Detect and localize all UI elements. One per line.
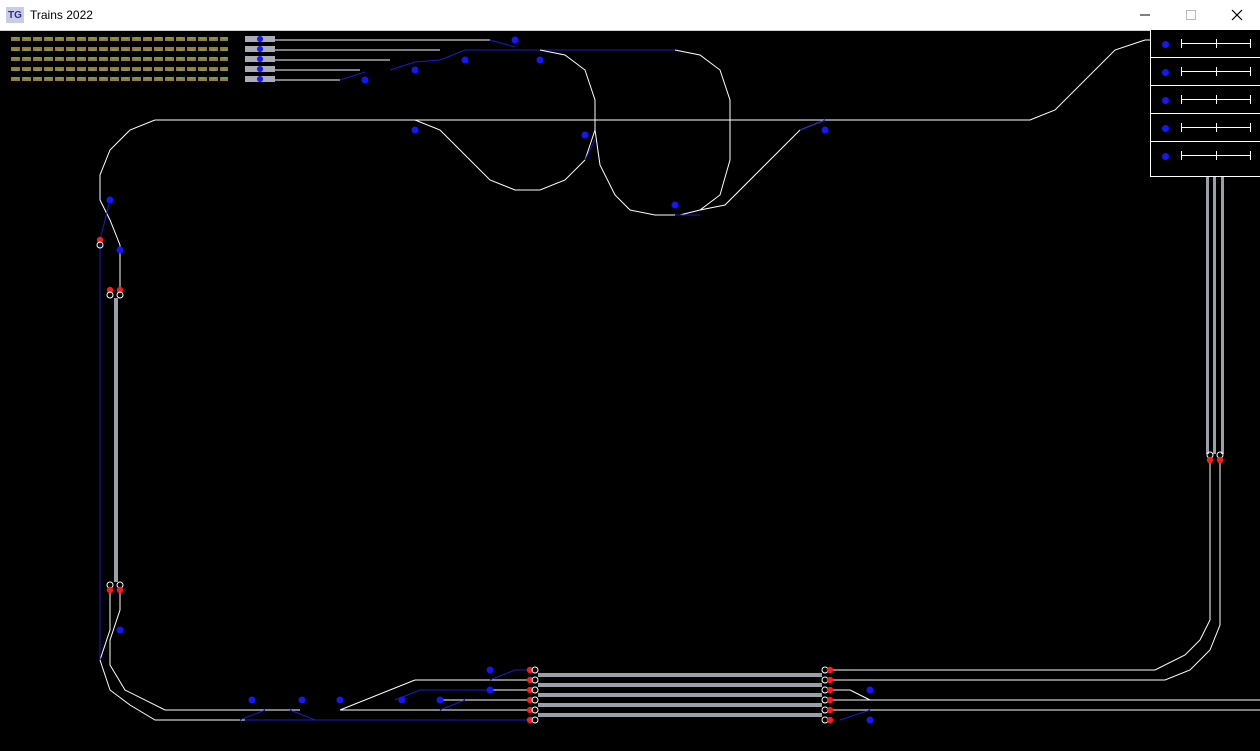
yard-tracks bbox=[275, 39, 490, 81]
switch-links bbox=[99, 119, 871, 721]
speed-control-row[interactable] bbox=[1151, 114, 1260, 142]
speed-slider-thumb[interactable] bbox=[1215, 123, 1217, 132]
window-title: Trains 2022 bbox=[30, 8, 93, 22]
maximize-icon bbox=[1186, 10, 1196, 20]
train[interactable] bbox=[10, 66, 275, 72]
track-layout-canvas[interactable] bbox=[0, 30, 1260, 751]
status-dot-icon bbox=[1162, 69, 1169, 76]
speed-control-row[interactable] bbox=[1151, 86, 1260, 114]
speed-slider-thumb[interactable] bbox=[1215, 95, 1217, 104]
app-icon: TG bbox=[6, 7, 24, 23]
close-icon bbox=[1231, 9, 1243, 21]
train[interactable] bbox=[10, 76, 275, 82]
train[interactable] bbox=[10, 46, 275, 52]
yard-switch-links bbox=[339, 39, 675, 81]
speed-control-row[interactable] bbox=[1151, 58, 1260, 86]
speed-control-row[interactable] bbox=[1151, 142, 1260, 170]
minimize-icon bbox=[1140, 14, 1150, 16]
signals[interactable] bbox=[96, 236, 1224, 724]
train[interactable] bbox=[10, 56, 275, 62]
train-group[interactable] bbox=[10, 36, 275, 82]
close-button[interactable] bbox=[1214, 0, 1260, 30]
switch-dots[interactable] bbox=[106, 36, 874, 724]
status-dot-icon bbox=[1162, 97, 1169, 104]
maximize-button[interactable] bbox=[1168, 0, 1214, 30]
window-controls bbox=[1122, 0, 1260, 30]
bottom-right-signals bbox=[821, 666, 834, 724]
speed-control-row[interactable] bbox=[1151, 30, 1260, 58]
bottom-left-signals bbox=[526, 666, 539, 724]
platforms bbox=[114, 176, 1224, 717]
minimize-button[interactable] bbox=[1122, 0, 1168, 30]
speed-slider-thumb[interactable] bbox=[1215, 39, 1217, 48]
main-track bbox=[99, 39, 1260, 721]
status-dot-icon bbox=[1162, 125, 1169, 132]
speed-control-panel bbox=[1150, 30, 1260, 177]
train[interactable] bbox=[10, 36, 275, 42]
title-bar: TG Trains 2022 bbox=[0, 0, 1260, 31]
status-dot-icon bbox=[1162, 41, 1169, 48]
speed-slider-thumb[interactable] bbox=[1215, 67, 1217, 76]
status-dot-icon bbox=[1162, 153, 1169, 160]
speed-slider-thumb[interactable] bbox=[1215, 151, 1217, 160]
